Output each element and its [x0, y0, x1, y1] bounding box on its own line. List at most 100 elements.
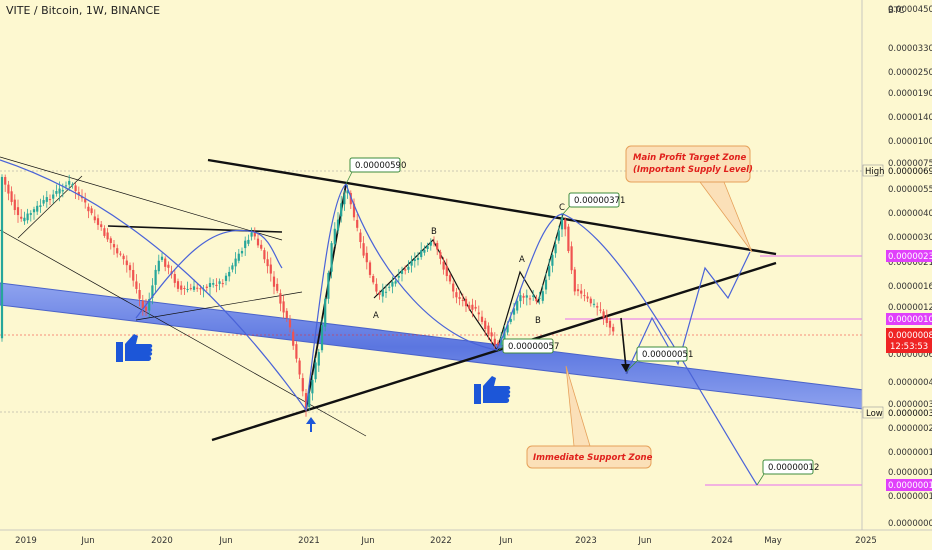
- candle-body: [266, 259, 269, 267]
- candle-body: [228, 271, 231, 277]
- svg-text:0.00000051: 0.00000051: [642, 350, 693, 360]
- y-tick-label: 0.00000007: [888, 519, 932, 529]
- svg-text:Main Profit Target Zone: Main Profit Target Zone: [633, 153, 746, 163]
- candle-body: [58, 188, 61, 194]
- candle-body: [544, 279, 548, 290]
- candle-body: [253, 232, 256, 237]
- candle-body: [96, 218, 100, 225]
- candle-body: [16, 207, 20, 216]
- thin-trendline-3: [17, 175, 83, 239]
- candle-body: [295, 344, 298, 359]
- candle-body: [608, 320, 612, 328]
- candle-body: [42, 200, 45, 204]
- candle-body: [503, 329, 506, 341]
- candle-body: [132, 269, 135, 281]
- thumbs-up-icon: [116, 334, 153, 362]
- candle-body: [208, 283, 212, 288]
- x-tick-label: 2022: [430, 536, 452, 546]
- current-price-badge: 0.00000082 12:53:53: [886, 328, 932, 353]
- candle-body: [602, 311, 605, 318]
- candle-body: [164, 258, 167, 267]
- candle-body: [160, 256, 164, 260]
- candle-body: [464, 298, 468, 307]
- candle-body: [23, 217, 26, 222]
- candle-body: [557, 230, 560, 241]
- candle-body: [7, 184, 10, 194]
- candle-body: [343, 194, 346, 205]
- candle-body: [512, 308, 516, 315]
- x-tick-label: Jun: [80, 536, 94, 546]
- candle-body: [109, 238, 112, 243]
- candle-body: [400, 270, 404, 274]
- drop-arrow: [620, 317, 627, 369]
- candle-body: [356, 219, 359, 228]
- y-tick-label: 0.00000033: [888, 400, 932, 410]
- x-axis-ticks: 2019 Jun 2020 Jun 2021 Jun 2022 Jun 2023 Jun 2024 M…: [15, 536, 877, 546]
- candle-body: [29, 213, 32, 215]
- candle-body: [448, 275, 452, 282]
- x-tick-label: 2024: [711, 536, 733, 546]
- candle-body: [410, 260, 413, 266]
- candle-body: [416, 257, 420, 260]
- candle-body: [436, 243, 439, 250]
- candle-body: [189, 288, 192, 290]
- candle-body: [135, 281, 138, 289]
- level-12-badge: 0.00000012: [886, 479, 932, 491]
- candle-body: [576, 289, 580, 292]
- candle-body: [144, 306, 148, 311]
- candle-body: [215, 284, 218, 287]
- candle-body: [237, 253, 240, 261]
- x-axis-panel[interactable]: [0, 530, 932, 550]
- candle-body: [596, 306, 599, 308]
- svg-text:0.00000082: 0.00000082: [888, 331, 932, 341]
- candle-body: [458, 297, 461, 299]
- wave-label-b-1: B: [431, 227, 437, 237]
- curve-2021: [0, 159, 758, 486]
- candle-body: [362, 243, 365, 256]
- candle-body: [480, 316, 484, 322]
- candle-body: [180, 285, 183, 290]
- candle-body: [439, 252, 442, 259]
- profit-zone-callout: Main Profit Target Zone (Important Suppl…: [625, 145, 753, 253]
- candle-body: [39, 205, 42, 207]
- drop-arrow-head: [621, 364, 631, 374]
- candle-body: [247, 239, 250, 244]
- y-tick-label: 0.00000019: [888, 448, 932, 458]
- candle-body: [429, 241, 432, 246]
- candle-body: [240, 250, 244, 254]
- candle-body: [212, 283, 215, 285]
- candle-body: [196, 287, 199, 289]
- candle-body: [442, 261, 445, 270]
- candle-body: [388, 286, 391, 288]
- candle-body: [304, 393, 308, 411]
- candle-body: [589, 298, 592, 304]
- candle-body: [586, 296, 589, 299]
- candle-body: [64, 185, 68, 187]
- candle-body: [349, 192, 352, 205]
- candle-body: [52, 194, 55, 199]
- candle-body: [218, 281, 221, 284]
- candle-body: [583, 295, 586, 297]
- candle-body: [551, 254, 554, 266]
- candle-body: [474, 306, 477, 309]
- candle-body: [276, 283, 279, 291]
- candle-body: [548, 265, 551, 277]
- candle-body: [468, 305, 471, 309]
- candle-body: [138, 290, 141, 299]
- target-drop-callout: 0.00000051: [626, 346, 693, 372]
- candle-body: [592, 303, 596, 305]
- y-axis-panel[interactable]: [862, 0, 932, 530]
- candle-body: [103, 228, 106, 236]
- candle-body: [279, 293, 282, 304]
- candle-body: [36, 205, 39, 212]
- candle-body: [493, 338, 496, 345]
- candle-body: [420, 250, 423, 258]
